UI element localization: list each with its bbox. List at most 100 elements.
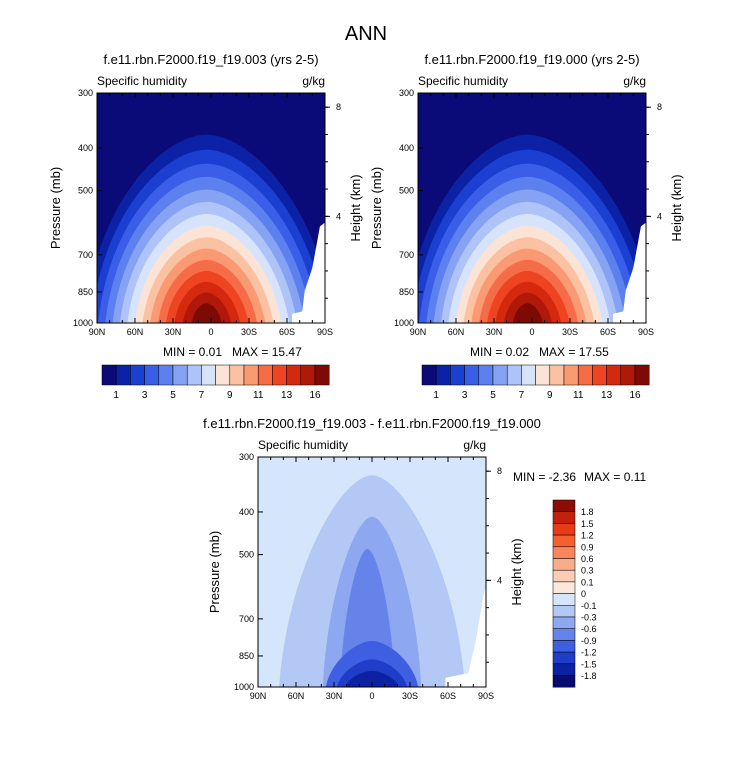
colorbar-label: 1.8: [581, 507, 594, 517]
panel-a-title: f.e11.rbn.F2000.f19_f19.003 (yrs 2-5): [103, 52, 318, 67]
x-tick-label: 60N: [288, 691, 305, 701]
panel-a-min-value: 0.01: [199, 345, 223, 359]
y-tick-label: 850: [399, 287, 414, 297]
panel-a: f.e11.rbn.F2000.f19_f19.003 (yrs 2-5) Sp…: [48, 52, 363, 401]
right-tick-label: 4: [336, 211, 341, 221]
y-tick-label: 300: [78, 88, 93, 98]
panel-a-units-label: g/kg: [302, 74, 325, 88]
colorbar-label: 16: [629, 390, 641, 401]
x-tick-label: 60S: [440, 691, 456, 701]
colorbar-swatch: [535, 364, 551, 386]
panel-c-min-value: -2.36: [549, 470, 577, 484]
colorbar-swatch: [172, 364, 188, 386]
colorbar-swatch: [577, 364, 593, 386]
colorbar-swatch: [552, 593, 576, 606]
colorbar-swatch: [272, 364, 287, 386]
y-tick-label: 1000: [73, 318, 93, 328]
colorbar-swatch: [201, 364, 216, 386]
colorbar-label: 0.3: [581, 566, 594, 576]
colorbar-swatch: [552, 569, 576, 583]
panel-c-colorbar: 1.8 1.5 1.20.9 0.6 0.30.1 0 -0.1 -0.3-0.6 -0.9 -1…: [552, 499, 597, 688]
colorbar-swatch: [552, 558, 576, 571]
right-tick-label: 4: [657, 211, 662, 221]
panel-c-min-label: MIN =: [513, 470, 549, 484]
colorbar-swatch: [286, 364, 302, 386]
colorbar-swatch: [215, 364, 231, 386]
panel-b: f.e11.rbn.F2000.f19_f19.000 (yrs 2-5) Sp…: [369, 52, 684, 401]
colorbar-swatch: [634, 364, 650, 386]
panel-b-y-axis-title: Pressure (mb): [369, 167, 384, 249]
colorbar-swatch: [314, 364, 330, 386]
panel-c-title: f.e11.rbn.F2000.f19_f19.003 - f.e11.rbn.…: [203, 416, 541, 431]
figure-title: ANN: [345, 23, 387, 45]
colorbar-label: 5: [490, 390, 496, 401]
y-tick-label: 300: [239, 452, 254, 462]
y-tick-label: 400: [239, 507, 254, 517]
y-tick-label: 700: [399, 250, 414, 260]
colorbar-label: 7: [199, 390, 205, 401]
colorbar-swatch: [243, 364, 259, 386]
x-tick-label: 90S: [317, 327, 333, 337]
colorbar-label: -1.8: [581, 671, 597, 681]
colorbar-swatch: [478, 364, 494, 386]
panel-c-contour-field: [258, 457, 486, 687]
colorbar-swatch: [592, 364, 607, 386]
colorbar-swatch: [606, 364, 622, 386]
panel-c-max-value: 0.11: [624, 470, 647, 484]
panel-b-contour-field: [418, 93, 646, 323]
colorbar-swatch: [552, 640, 576, 653]
colorbar-label: -0.6: [581, 624, 597, 634]
colorbar-label: -0.1: [581, 601, 597, 611]
colorbar-label: 1.5: [581, 519, 594, 529]
x-tick-label: 30S: [562, 327, 578, 337]
y-tick-label: 700: [239, 614, 254, 624]
colorbar-label: 5: [170, 390, 176, 401]
panel-b-stats: MIN = 0.02 MAX = 17.55: [470, 345, 609, 359]
panel-b-colorbar: 1 3 5 7 9 11 13 16: [421, 364, 650, 401]
panel-c-y-axis-title: Pressure (mb): [207, 531, 222, 613]
colorbar-swatch: [552, 663, 576, 676]
colorbar-swatch: [421, 364, 437, 386]
colorbar-swatch: [552, 546, 576, 559]
colorbar-swatch: [101, 364, 117, 386]
colorbar-swatch: [450, 364, 465, 386]
colorbar-swatch: [158, 364, 174, 386]
x-tick-label: 90S: [478, 691, 494, 701]
colorbar-swatch: [300, 364, 316, 386]
contour-band: [345, 670, 399, 687]
colorbar-swatch: [552, 523, 576, 536]
x-tick-label: 0: [529, 327, 534, 337]
panel-b-units-label: g/kg: [623, 74, 646, 88]
y-tick-label: 500: [239, 550, 254, 560]
panel-a-axes: 90N 60N 30N 0 30S 60S 90S 300 400 500 700 850 1000 8 4: [73, 88, 341, 337]
colorbar-swatch: [552, 605, 576, 618]
x-tick-label: 90N: [89, 327, 106, 337]
topography-mask: [613, 222, 646, 323]
panel-a-max-value: 15.47: [272, 345, 302, 359]
colorbar-swatch: [492, 364, 508, 386]
y-tick-label: 400: [399, 143, 414, 153]
x-tick-label: 60N: [127, 327, 144, 337]
colorbar-label: 7: [519, 390, 525, 401]
panel-b-max-label: MAX =: [539, 345, 579, 359]
colorbar-swatch: [521, 364, 536, 386]
colorbar-swatch: [620, 364, 636, 386]
y-tick-label: 700: [78, 250, 93, 260]
panel-c-axes: 90N 60N 30N 0 30S 60S 90S 300 400 500 700 850 1000 8 4: [234, 452, 502, 701]
panel-a-max-label: MAX =: [232, 345, 272, 359]
colorbar-swatch: [552, 499, 576, 512]
x-tick-label: 30S: [402, 691, 418, 701]
contour-band: [191, 303, 222, 323]
colorbar-swatch: [552, 628, 576, 641]
colorbar-swatch: [563, 364, 579, 386]
colorbar-swatch: [552, 616, 576, 629]
panel-b-variable-label: Specific humidity: [418, 74, 508, 88]
panel-c-variable-label: Specific humidity: [258, 438, 348, 452]
panel-c-units-label: g/kg: [463, 438, 486, 452]
colorbar-label: -1.5: [581, 659, 597, 669]
x-tick-label: 30N: [165, 327, 182, 337]
colorbar-label: -1.2: [581, 648, 597, 658]
x-tick-label: 90N: [250, 691, 267, 701]
colorbar-label: 0.9: [581, 542, 594, 552]
colorbar-swatch: [549, 364, 565, 386]
